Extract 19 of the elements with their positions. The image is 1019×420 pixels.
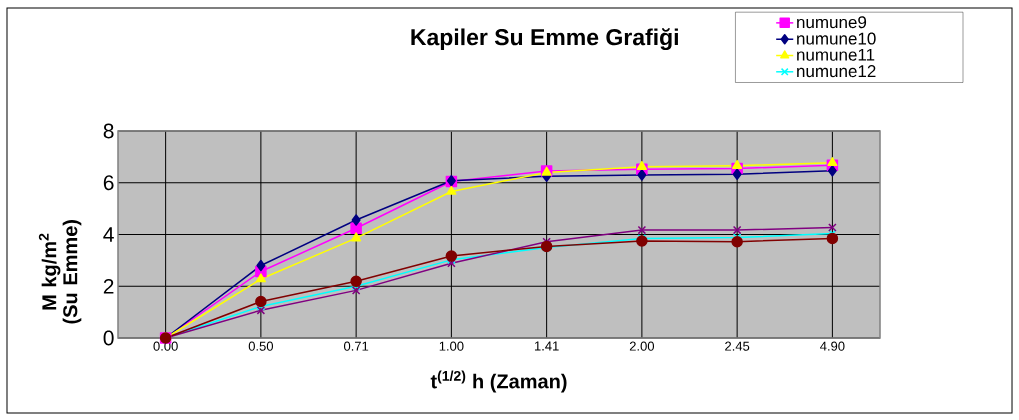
y-tick-label: 6	[103, 175, 114, 191]
chart-title: Kapiler Su Emme Grafiği	[411, 28, 678, 50]
x-tick-label: 2.45	[725, 341, 750, 351]
x-tick-label: 2.00	[629, 341, 655, 351]
x-tick-label: 0.50	[248, 341, 274, 351]
x-tick-label: 1.41	[534, 341, 559, 351]
legend-label: numune10	[797, 32, 876, 45]
y-tick-label: 8	[103, 123, 114, 139]
y-axis-title: M kg/m$^{2}$ (Su Emme)	[38, 219, 82, 324]
y-tick-label: 0	[103, 330, 114, 346]
legend-label: numune12	[797, 65, 876, 78]
legend-label: numune11	[797, 48, 875, 61]
legend-label: numune9	[797, 16, 867, 29]
x-tick-label: 0.71	[343, 341, 369, 351]
y-tick-label: 4	[103, 227, 114, 242]
x-tick-label: 1.00	[439, 341, 464, 351]
x-tick-label: 4.90	[820, 341, 845, 351]
y-tick-label: 2	[103, 278, 114, 294]
x-axis-title: t$^{(1/2)}$ h (Zaman)	[430, 370, 567, 393]
